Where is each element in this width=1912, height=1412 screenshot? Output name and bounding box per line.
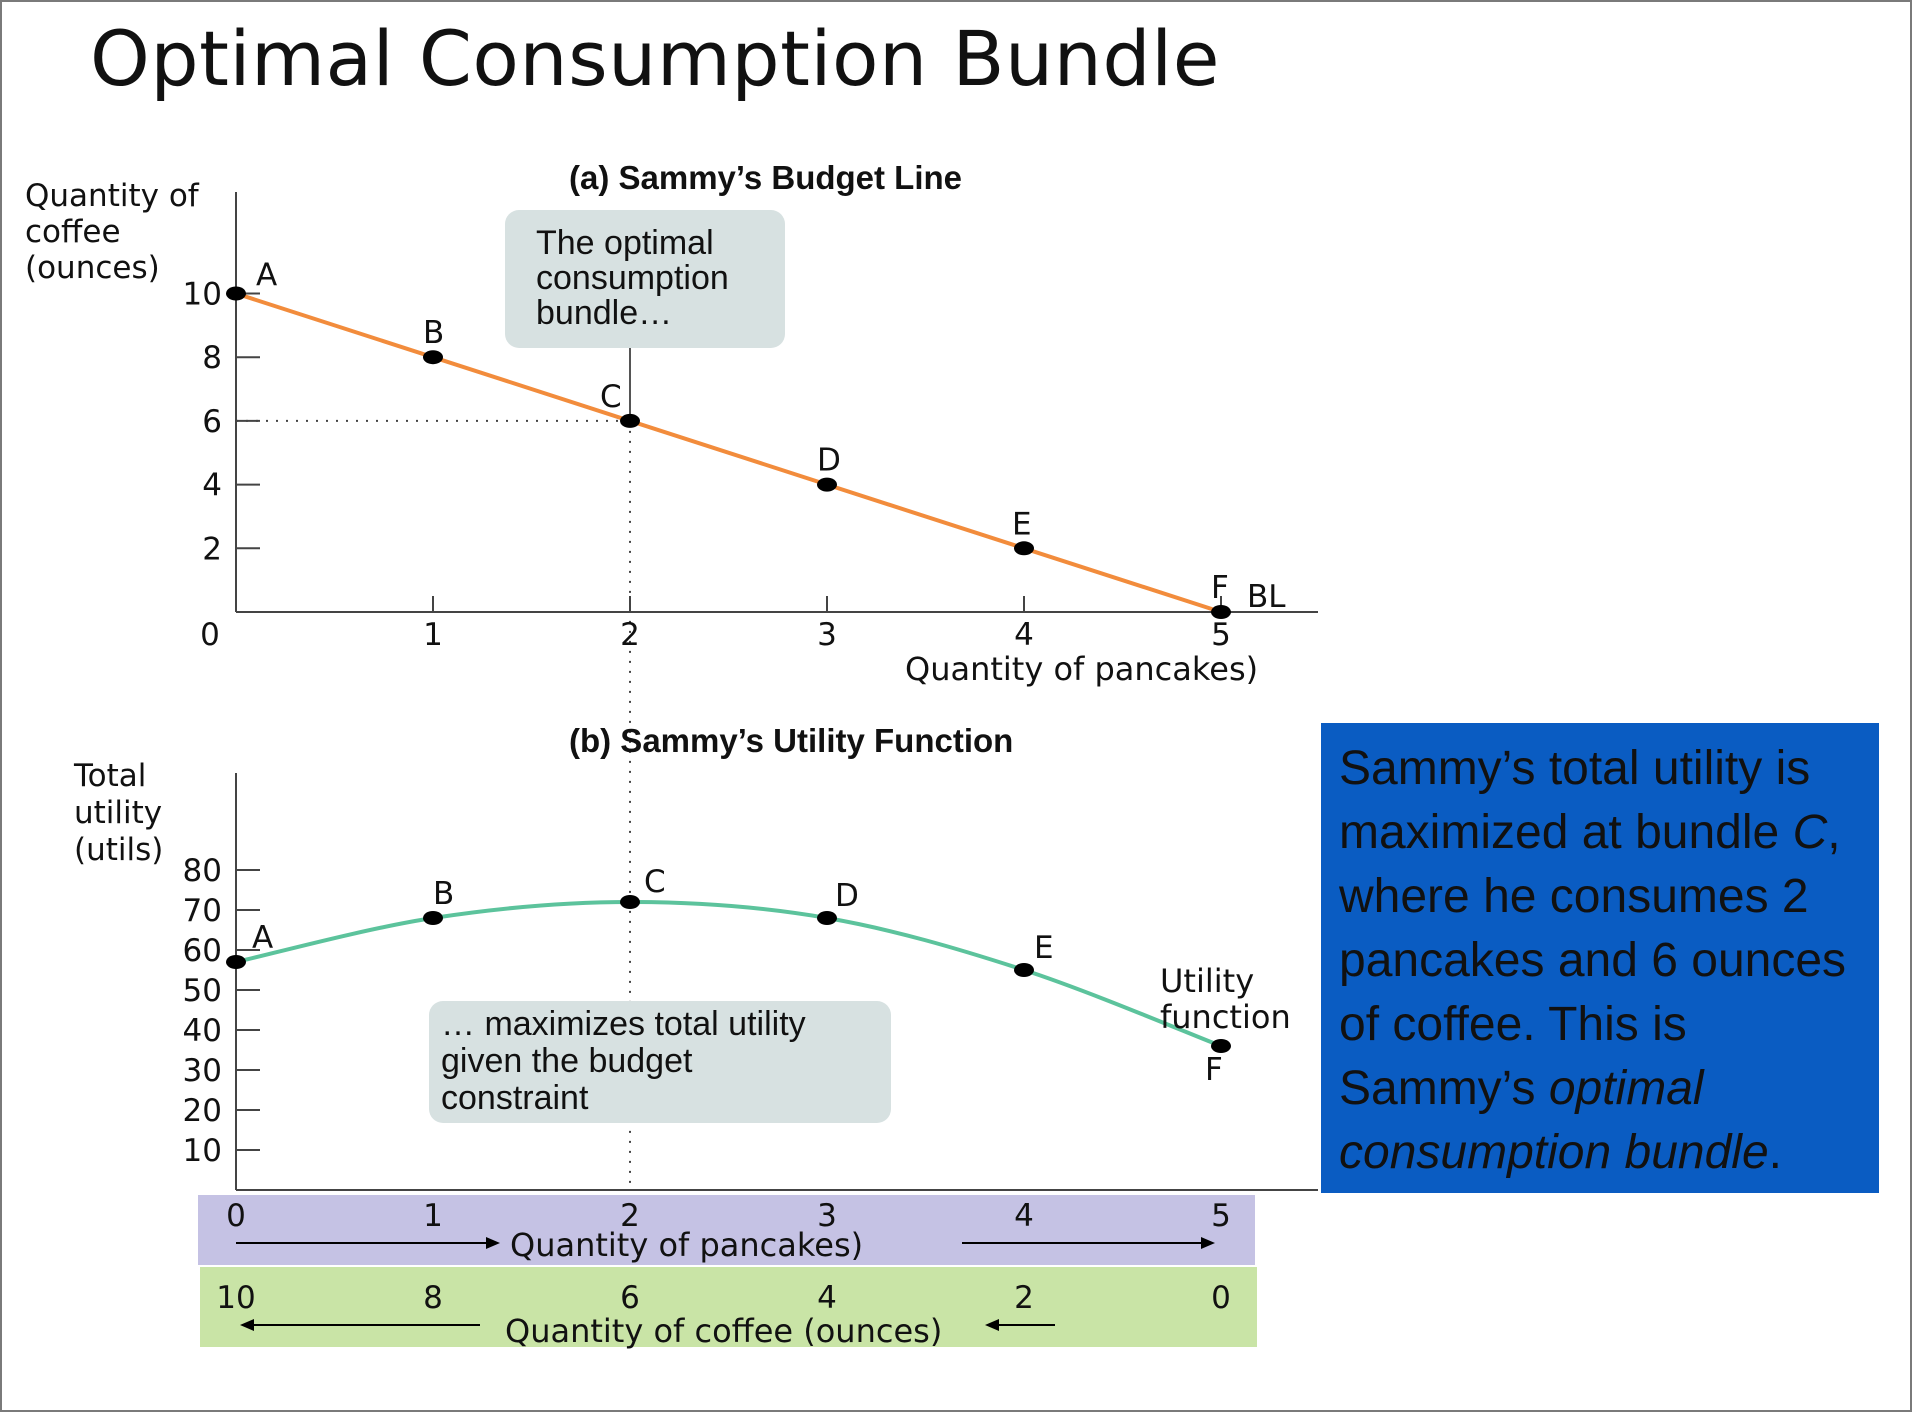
summary-box: Sammy’s total utility is maximized at bu…: [1321, 723, 1879, 1193]
budget-point-label: E: [1012, 506, 1032, 542]
summary-text-5: .: [1768, 1126, 1782, 1179]
pancake-tick-label: 4: [1014, 1198, 1034, 1234]
utility-y-tick-label: 50: [183, 973, 222, 1009]
budget-line-label: BL: [1247, 579, 1286, 615]
utility-point-label: B: [433, 876, 454, 912]
utility-point-c: [620, 895, 640, 909]
utility-y-axis-label: (utils): [74, 832, 163, 868]
coffee-tick-label: 8: [423, 1280, 443, 1316]
budget-line: [235, 291, 1222, 614]
utility-y-tick-label: 30: [183, 1053, 222, 1089]
budget-point-label: F: [1211, 570, 1229, 606]
coffee-tick-label: 10: [216, 1280, 255, 1316]
utility-point-label: E: [1034, 930, 1054, 966]
budget-point-c: [620, 413, 640, 428]
callout-a-text: The optimal: [536, 224, 714, 262]
pancake-tick-label: 5: [1211, 1198, 1231, 1234]
budget-point-a: [226, 286, 246, 301]
summary-text-3: , where he consumes 2 pancakes and 6 oun…: [1339, 806, 1847, 1115]
budget-x-tick-label: 3: [817, 617, 837, 653]
budget-origin-label: 0: [200, 617, 220, 653]
utility-point-label: F: [1205, 1052, 1223, 1088]
utility-point-e: [1014, 963, 1034, 977]
utility-point-a: [226, 955, 246, 969]
coffee-tick-label: 4: [817, 1280, 837, 1316]
chart-axes: [235, 192, 1318, 1191]
pancake-tick-label: 3: [817, 1198, 837, 1234]
summary-text-1: Sammy’s total utility is maximized at bu…: [1339, 742, 1811, 859]
budget-y-axis-label: (ounces): [25, 250, 160, 286]
coffee-arrowhead-left: [240, 1319, 254, 1331]
budget-point-label: A: [256, 258, 277, 294]
callout-a-box: [505, 210, 785, 348]
utility-point-f: [1211, 1039, 1231, 1053]
callout-b-box: [429, 1001, 891, 1123]
pancake-tick-label: 0: [226, 1198, 246, 1234]
budget-point-e: [1014, 541, 1034, 556]
callout-b-text: given the budget: [441, 1042, 693, 1080]
budget-y-tick-label: 6: [202, 404, 222, 440]
utility-y-tick-label: 70: [183, 893, 222, 929]
budget-x-tick-label: 4: [1014, 617, 1034, 653]
pancake-arrowhead-left: [486, 1237, 500, 1249]
callout-b-text: … maximizes total utility: [441, 1005, 806, 1043]
utility-y-tick-label: 80: [183, 853, 222, 889]
utility-point-label: A: [252, 920, 273, 956]
budget-y-tick-label: 8: [202, 340, 222, 376]
utility-y-axis-label: Total: [73, 758, 146, 794]
budget-y-tick-label: 2: [202, 531, 222, 567]
pancake-tick-label: 2: [620, 1198, 640, 1234]
budget-point-d: [817, 477, 837, 492]
budget-point-f: [1211, 605, 1231, 619]
coffee-tick-label: 0: [1211, 1280, 1231, 1316]
budget-point-label: C: [600, 379, 622, 415]
utility-point-label: D: [835, 878, 859, 914]
utility-curve: [235, 899, 1222, 1048]
budget-x-tick-label: 5: [1211, 617, 1231, 653]
coffee-tick-label: 6: [620, 1280, 640, 1316]
coffee-arrowhead-right: [985, 1319, 999, 1331]
budget-y-tick-label: 4: [202, 468, 222, 504]
utility-y-tick-label: 10: [183, 1133, 222, 1169]
coffee-tick-label: 2: [1014, 1280, 1034, 1316]
budget-y-axis-label: coffee: [25, 214, 121, 250]
coffee-axis-band: [200, 1267, 1257, 1347]
utility-function-label: Utility: [1160, 962, 1254, 1000]
callout-a-text: consumption: [536, 259, 729, 297]
budget-x-axis-label: Quantity of pancakes): [905, 650, 1258, 688]
utility-y-axis-label: utility: [74, 795, 162, 831]
callout-b-text: constraint: [441, 1079, 589, 1117]
utility-y-tick-label: 20: [183, 1093, 222, 1129]
utility-y-tick-label: 60: [183, 933, 222, 969]
pancake-arrowhead-right: [1201, 1237, 1215, 1249]
pancake-axis-band: [198, 1195, 1255, 1265]
utility-function-label: function: [1160, 998, 1291, 1036]
utility-panel-title: (b) Sammy’s Utility Function: [569, 722, 1013, 759]
chart-series: [226, 286, 1231, 1053]
pancake-tick-label: 1: [423, 1198, 443, 1234]
budget-point-b: [423, 350, 443, 365]
budget-x-tick-label: 1: [423, 617, 443, 653]
budget-y-tick-label: 10: [183, 277, 222, 313]
utility-point-b: [423, 911, 443, 925]
coffee-axis-label: Quantity of coffee (ounces): [505, 1312, 942, 1350]
pancake-axis-label: Quantity of pancakes): [510, 1226, 863, 1264]
callout-a-text: bundle…: [536, 294, 672, 332]
summary-text-4: optimal consumption bundle: [1339, 1062, 1769, 1179]
slide-title: Optimal Consumption Bundle: [90, 14, 1220, 103]
utility-point-d: [817, 911, 837, 925]
axis-bands: [198, 1195, 1257, 1347]
budget-x-tick-label: 2: [620, 617, 640, 653]
budget-point-label: D: [817, 443, 841, 479]
budget-panel-title: (a) Sammy’s Budget Line: [569, 159, 962, 196]
budget-y-axis-label: Quantity of: [25, 178, 200, 214]
utility-y-tick-label: 40: [183, 1013, 222, 1049]
summary-text-2: C: [1792, 806, 1828, 859]
utility-point-label: C: [644, 864, 666, 900]
budget-point-label: B: [423, 315, 444, 351]
